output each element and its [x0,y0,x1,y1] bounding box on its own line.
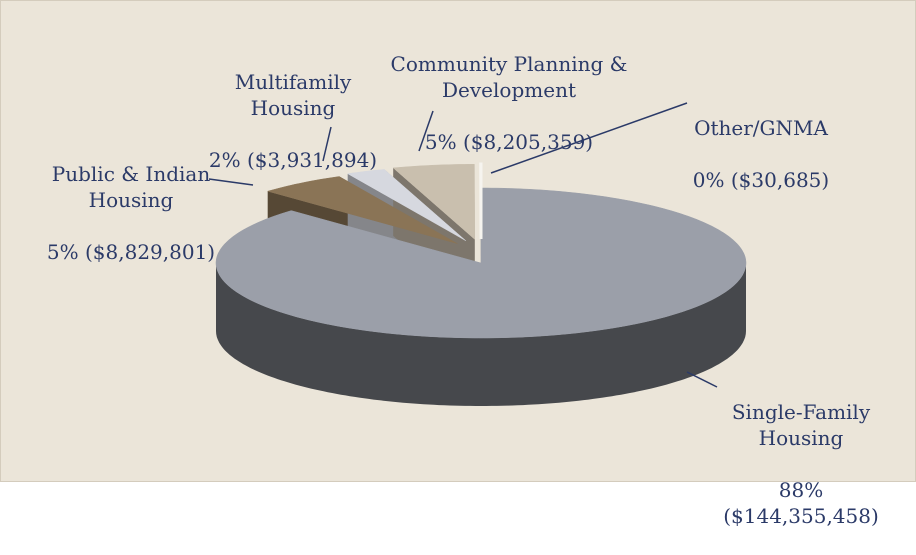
slice-label: Community Planning & Development 5% ($8,… [391,25,628,181]
value-label: 0% ($30,685) [693,167,829,193]
category-label: Multifamily Housing [209,69,377,121]
category-label: Community Planning & Development [391,51,628,103]
slice-label: Multifamily Housing 2% ($3,931,894) [209,43,377,199]
category-label: Single-Family Housing [723,399,879,451]
value-label: 5% ($8,829,801) [47,239,215,265]
leader-line [687,372,717,387]
category-label: Other/GNMA [693,115,829,141]
slice-label: Other/GNMA 0% ($30,685) [693,89,829,219]
value-label: 2% ($3,931,894) [209,147,377,173]
slice-label: Public & Indian Housing 5% ($8,829,801) [47,135,215,291]
slice-label: Single-Family Housing 88% ($144,355,458) [723,373,879,555]
value-label: 88% ($144,355,458) [723,477,879,529]
chart: Single-Family Housing 88% ($144,355,458)… [0,0,916,482]
category-label: Public & Indian Housing [47,161,215,213]
value-label: 5% ($8,205,359) [391,129,628,155]
